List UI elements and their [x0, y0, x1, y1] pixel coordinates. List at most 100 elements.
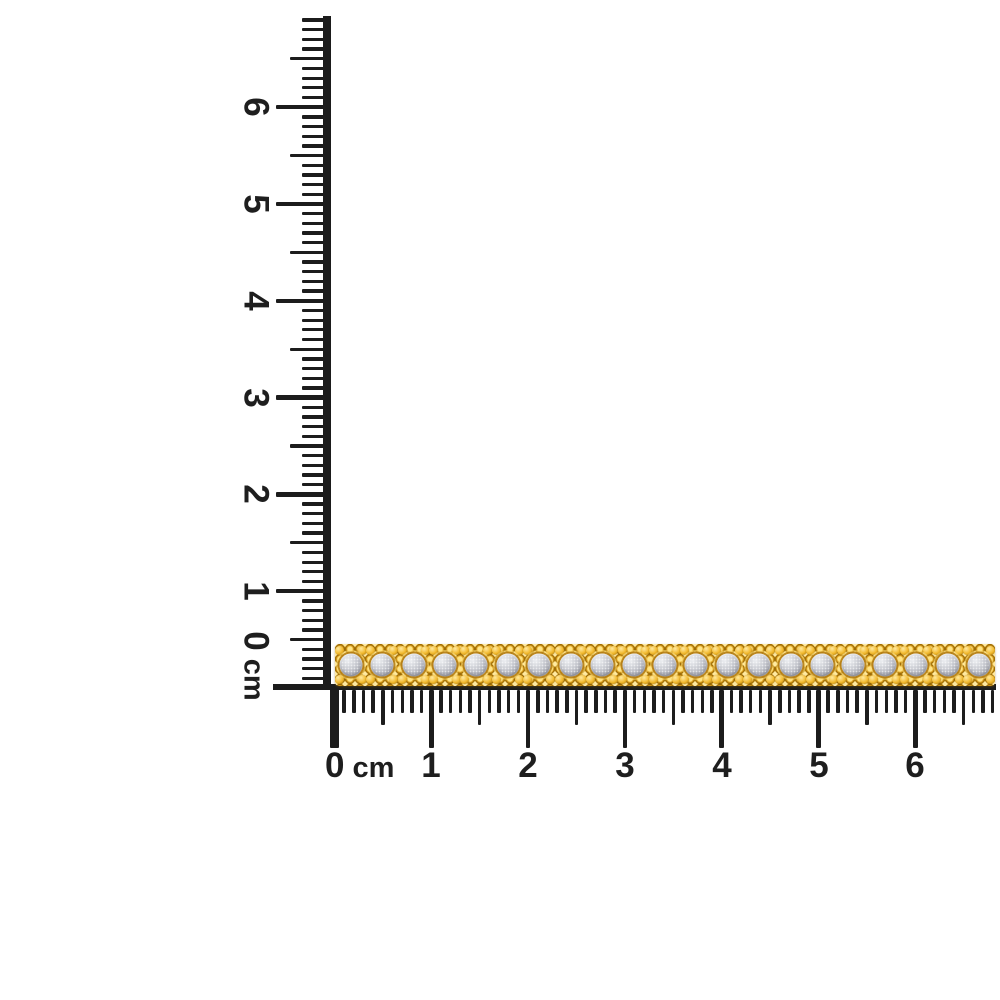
gold-bead: [428, 675, 438, 684]
gold-bead: [671, 675, 681, 684]
bracelet-link: [554, 644, 587, 686]
gold-bead: [829, 675, 839, 684]
horizontal-cm-number: 3: [615, 746, 635, 785]
vertical-half-cm-tick: [290, 153, 331, 158]
bracelet-link: [335, 644, 367, 686]
vertical-mm-tick: [302, 95, 331, 100]
horizontal-mm-tick: [419, 690, 424, 713]
gold-bead: [335, 646, 344, 655]
horizontal-half-cm-tick: [381, 690, 385, 725]
vertical-mm-tick: [302, 231, 331, 235]
horizontal-mm-tick: [439, 690, 443, 713]
horizontal-mm-tick: [894, 690, 898, 713]
horizontal-cm-number: 5: [809, 746, 829, 785]
vertical-mm-tick: [302, 182, 331, 187]
gold-bead: [900, 675, 910, 684]
horizontal-mm-tick: [555, 690, 559, 713]
gold-bead: [868, 675, 878, 684]
horizontal-mm-tick: [884, 690, 889, 713]
vertical-ruler-line: [323, 16, 331, 690]
gold-bead: [420, 675, 430, 684]
vertical-mm-tick: [302, 279, 331, 284]
gold-bead: [797, 675, 807, 684]
horizontal-mm-tick: [710, 690, 714, 713]
vertical-mm-tick: [302, 666, 331, 671]
gold-bead: [523, 646, 533, 655]
gold-bead: [586, 646, 596, 655]
gold-bead: [806, 646, 816, 655]
gold-bead: [986, 675, 995, 684]
vertical-cm-tick: [276, 492, 331, 497]
gold-bead: [703, 646, 713, 655]
horizontal-cm-number: 2: [518, 746, 538, 785]
bracelet-link: [837, 644, 870, 686]
diamond-stone: [684, 653, 708, 677]
vertical-half-cm-tick: [290, 637, 331, 642]
horizontal-mm-tick: [536, 690, 540, 713]
vertical-mm-tick: [302, 357, 331, 361]
gold-bead: [491, 675, 501, 684]
vertical-half-cm-tick: [290, 250, 331, 255]
horizontal-half-cm-tick: [865, 690, 869, 725]
vertical-mm-tick: [302, 318, 331, 322]
vertical-mm-tick: [302, 212, 331, 216]
vertical-mm-tick: [302, 483, 331, 487]
vertical-mm-tick: [302, 270, 331, 274]
gold-bead: [837, 646, 847, 655]
gold-bead: [766, 675, 776, 684]
gold-bead: [514, 646, 524, 655]
bracelet-link: [806, 644, 839, 686]
gold-bead: [428, 646, 438, 655]
horizontal-half-cm-tick: [574, 690, 579, 725]
gold-bead: [617, 646, 627, 655]
gold-bead: [743, 675, 753, 684]
vertical-mm-tick: [302, 241, 331, 245]
vertical-mm-tick: [302, 424, 331, 429]
vertical-mm-tick: [302, 124, 331, 129]
diamond-stone: [622, 653, 645, 677]
gold-bead: [931, 646, 941, 655]
horizontal-mm-tick: [690, 690, 695, 713]
horizontal-ruler-zero-label: 0 cm: [325, 748, 394, 783]
gold-bead: [963, 675, 973, 684]
horizontal-mm-tick: [632, 690, 637, 713]
horizontal-mm-tick: [826, 690, 830, 713]
gold-bead: [734, 675, 744, 684]
vertical-cm-tick: [276, 298, 331, 304]
vertical-mm-tick: [302, 260, 331, 264]
gold-bead: [648, 675, 658, 684]
bracelet-link: [428, 644, 461, 686]
horizontal-mm-tick: [468, 690, 472, 713]
gold-bead: [671, 646, 681, 655]
diamond-stone: [370, 653, 394, 677]
vertical-mm-tick: [302, 308, 331, 313]
horizontal-mm-tick: [836, 690, 840, 713]
gold-bead: [577, 646, 587, 655]
vertical-mm-tick: [302, 144, 331, 148]
horizontal-mm-tick: [797, 690, 801, 713]
vertical-mm-tick: [302, 376, 331, 380]
gold-bead: [860, 646, 870, 655]
vertical-mm-tick: [302, 328, 331, 332]
gold-bead: [523, 675, 533, 684]
gold-bead: [546, 646, 556, 655]
gold-bead: [891, 675, 901, 684]
diamond-stone: [339, 653, 363, 677]
vertical-cm-number: 5: [236, 194, 276, 214]
horizontal-mm-tick: [903, 690, 908, 713]
gold-bead: [577, 675, 587, 684]
horizontal-half-cm-tick: [768, 690, 772, 725]
bracelet-link: [931, 644, 964, 686]
vertical-mm-tick: [302, 221, 331, 226]
vertical-mm-tick: [302, 163, 331, 167]
vertical-mm-tick: [302, 618, 331, 622]
horizontal-mm-tick: [932, 690, 937, 713]
diamond-stone: [590, 653, 614, 677]
vertical-mm-tick: [302, 512, 331, 516]
vertical-unit-label: cm: [237, 658, 270, 701]
vertical-mm-tick: [302, 570, 331, 574]
gold-bead: [554, 646, 564, 655]
vertical-mm-tick: [302, 66, 331, 71]
horizontal-mm-tick: [516, 690, 521, 713]
